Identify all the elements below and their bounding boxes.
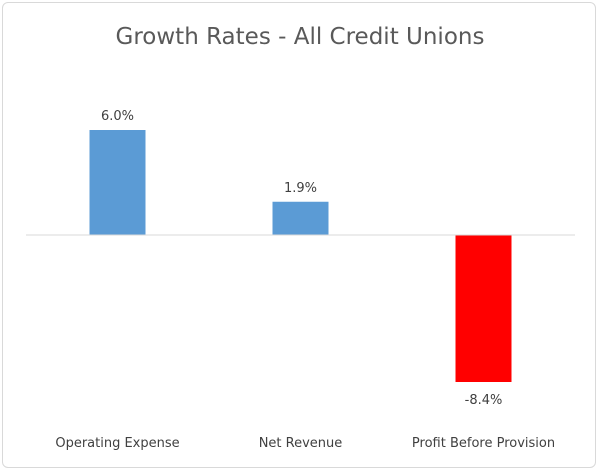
bar-operating-expense: [89, 130, 146, 235]
data-label: 6.0%: [101, 109, 134, 124]
chart-title: Growth Rates - All Credit Unions: [116, 24, 485, 50]
bar-net-revenue: [272, 201, 329, 235]
category-label: Profit Before Provision: [412, 436, 555, 451]
category-label: Operating Expense: [55, 436, 179, 451]
bars-layer: [89, 130, 512, 382]
data-label: -8.4%: [465, 393, 503, 408]
data-label: 1.9%: [284, 181, 317, 196]
bar-profit-before-provision: [455, 235, 512, 382]
category-label: Net Revenue: [259, 436, 343, 451]
labels-layer: 6.0% Operating Expense 1.9% Net Revenue -8.4…: [55, 109, 555, 451]
